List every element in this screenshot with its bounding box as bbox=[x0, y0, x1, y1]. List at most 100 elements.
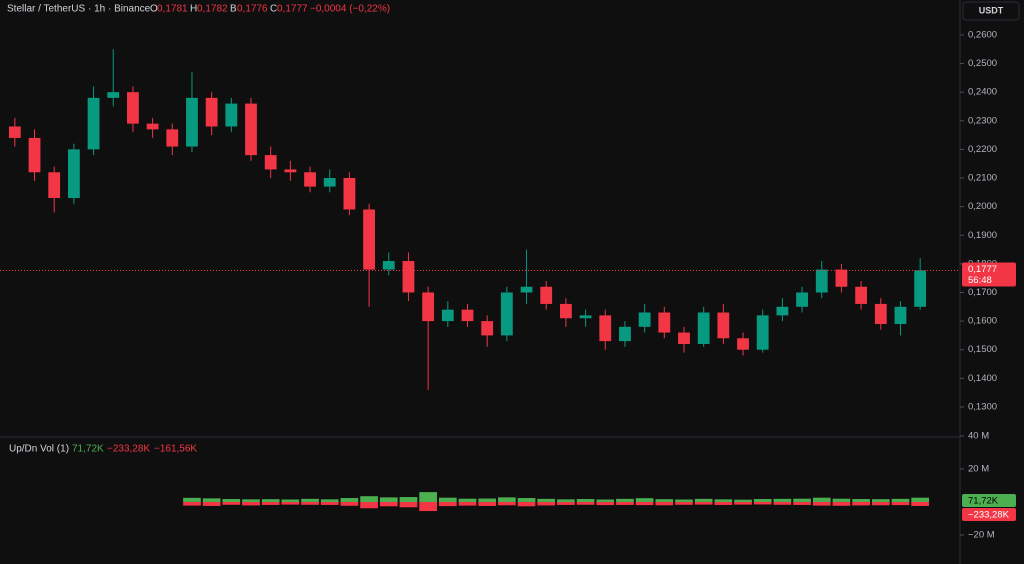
y-tick-label: 0,2300 bbox=[968, 115, 997, 126]
volume-bar bbox=[773, 501, 792, 505]
volume-bar bbox=[773, 498, 792, 502]
volume-bar bbox=[498, 501, 516, 506]
candle-body bbox=[914, 270, 927, 307]
volume-bar bbox=[360, 501, 378, 509]
ohlc-key: O bbox=[150, 4, 158, 15]
candle-body bbox=[756, 315, 769, 350]
volume-bar bbox=[498, 497, 516, 502]
candle-body bbox=[678, 332, 690, 344]
ohlc-value: 0,1781 bbox=[157, 4, 188, 15]
candle-body bbox=[127, 92, 139, 124]
candle-body bbox=[87, 97, 100, 150]
volume-bar bbox=[183, 497, 201, 502]
y-tick-label: 0,1300 bbox=[968, 401, 997, 412]
currency-box[interactable] bbox=[962, 1, 1020, 21]
down-badge bbox=[962, 507, 1016, 521]
candle-body bbox=[245, 103, 257, 156]
candle-body bbox=[304, 172, 316, 187]
volume-bar bbox=[694, 501, 713, 505]
volume-bar bbox=[557, 501, 575, 505]
y-tick-label: 0,1600 bbox=[968, 316, 997, 327]
y-tick-label: 0,1900 bbox=[968, 230, 997, 241]
volume-bar bbox=[714, 499, 733, 502]
currency[interactable]: USDT bbox=[979, 5, 1004, 15]
volume-bar bbox=[281, 501, 300, 505]
volume-bar bbox=[183, 501, 201, 506]
volume-bar bbox=[871, 501, 890, 506]
candle-body bbox=[796, 292, 808, 307]
volume-bar bbox=[399, 497, 418, 502]
volume-bar bbox=[616, 501, 634, 505]
volume-bar bbox=[616, 498, 634, 502]
volume-bar bbox=[635, 501, 654, 506]
up-badge bbox=[962, 493, 1016, 507]
down-badge-label: −233,28K bbox=[968, 510, 1010, 521]
volume-bar bbox=[576, 501, 595, 505]
volume-bar bbox=[222, 499, 241, 502]
candle-body bbox=[815, 269, 828, 293]
volume-delta: −161,56K bbox=[154, 444, 197, 455]
candle-body bbox=[481, 321, 494, 336]
up-badge-label: 71,72K bbox=[968, 496, 999, 507]
volume-bar bbox=[753, 499, 772, 502]
countdown: 56:48 bbox=[968, 275, 992, 286]
volume-bar bbox=[419, 501, 437, 512]
volume-bar bbox=[202, 498, 221, 502]
candle-body bbox=[737, 338, 749, 350]
volume-bar bbox=[458, 501, 477, 506]
volume-down: −233,28K bbox=[107, 444, 150, 455]
volume-bar bbox=[202, 501, 221, 506]
candle-body bbox=[402, 260, 415, 293]
volume-bar bbox=[655, 501, 674, 506]
candle-body bbox=[8, 126, 21, 138]
candle-body bbox=[717, 312, 730, 339]
volume-bar bbox=[517, 501, 536, 507]
volume-bar bbox=[537, 498, 556, 502]
volume-bar bbox=[675, 499, 693, 502]
volume-bar bbox=[478, 501, 497, 506]
y-tick-label: 0,1400 bbox=[968, 373, 997, 384]
volume-bar bbox=[320, 501, 339, 505]
candle-body bbox=[146, 123, 159, 130]
volume-bar bbox=[320, 499, 339, 502]
volume-bar bbox=[340, 501, 359, 506]
volume-bar bbox=[596, 501, 615, 506]
candle-body bbox=[205, 97, 218, 127]
volume-bar bbox=[360, 496, 378, 502]
volume-bar bbox=[871, 499, 890, 502]
y-tick-label: 20 M bbox=[968, 464, 989, 475]
volume-bar bbox=[812, 497, 831, 502]
volume-bar bbox=[753, 501, 772, 505]
volume-bar bbox=[832, 498, 851, 502]
volume-bar bbox=[261, 499, 280, 502]
volume-up: 71,72K bbox=[72, 444, 104, 455]
volume-bar bbox=[911, 497, 930, 502]
volume-bar bbox=[379, 501, 398, 507]
volume-bar bbox=[557, 499, 575, 502]
candle-body bbox=[166, 129, 179, 147]
volume-bar bbox=[694, 498, 713, 502]
y-tick-label: 40 M bbox=[968, 431, 989, 442]
y-tick-label: 0,1700 bbox=[968, 287, 997, 298]
volume-bar bbox=[596, 499, 615, 502]
ohlc-value: 0,1782 bbox=[197, 4, 228, 15]
volume-bar bbox=[714, 501, 733, 505]
candle-body bbox=[599, 315, 612, 342]
candle-body bbox=[67, 149, 80, 199]
candle-body bbox=[343, 178, 356, 210]
y-tick-label: 0,2400 bbox=[968, 87, 997, 98]
candle-body bbox=[225, 103, 238, 127]
last-price-label: 0,1777 bbox=[968, 264, 997, 275]
last-price-badge bbox=[962, 262, 1016, 287]
candle-body bbox=[619, 326, 631, 342]
ohlc-key: C bbox=[270, 4, 277, 15]
candle-body bbox=[441, 309, 454, 322]
candle-body bbox=[284, 169, 297, 173]
volume-bar bbox=[242, 499, 260, 502]
volume-bar bbox=[478, 498, 497, 502]
y-tick-label: 0,1500 bbox=[968, 344, 997, 355]
volume-bar bbox=[301, 501, 319, 505]
candle-body bbox=[107, 92, 120, 98]
candle-body bbox=[48, 172, 61, 199]
